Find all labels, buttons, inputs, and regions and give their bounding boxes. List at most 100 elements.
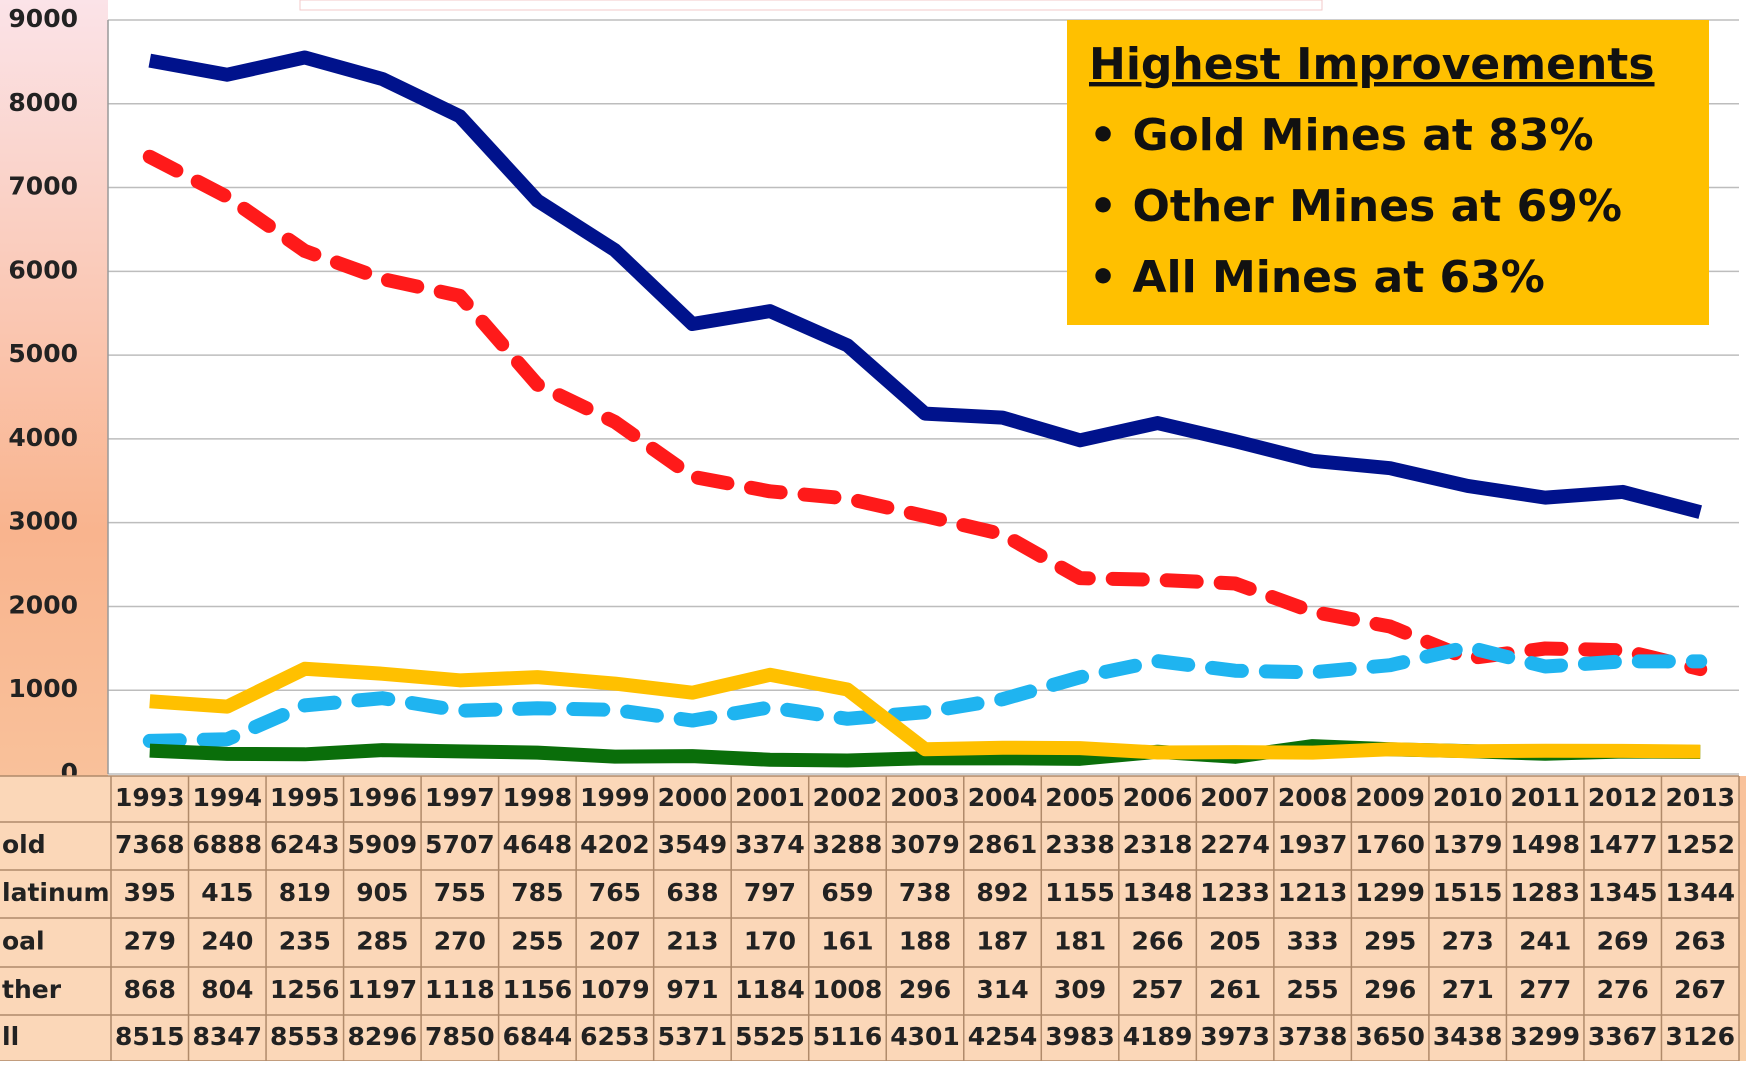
x-tick-label: 2003: [890, 783, 960, 812]
x-tick-label: 2010: [1433, 783, 1503, 812]
legend-label: ll: [2, 1022, 19, 1051]
x-tick-label: 2007: [1200, 783, 1270, 812]
table-cell: 8347: [192, 1022, 262, 1051]
table-cell: 181: [1054, 927, 1106, 956]
table-cell: 3288: [813, 830, 883, 859]
table-cell: 296: [1364, 975, 1416, 1004]
table-cell: 1299: [1355, 878, 1425, 907]
x-tick-label: 2009: [1355, 783, 1425, 812]
table-cell: 6243: [270, 830, 340, 859]
table-cell: 267: [1674, 975, 1726, 1004]
table-cell: 271: [1442, 975, 1494, 1004]
table-cell: 170: [744, 927, 796, 956]
x-tick-label: 1997: [425, 783, 495, 812]
table-cell: 263: [1674, 927, 1726, 956]
annotation-line: • Gold Mines at 83%: [1089, 110, 1594, 161]
legend-label: oal: [2, 927, 45, 956]
table-cell: 3299: [1510, 1022, 1580, 1051]
table-cell: 261: [1209, 975, 1261, 1004]
table-cell: 1156: [503, 975, 573, 1004]
x-tick-label: 2008: [1278, 783, 1348, 812]
table-cell: 8296: [348, 1022, 418, 1051]
table-cell: 3126: [1665, 1022, 1735, 1051]
table-cell: 1344: [1665, 878, 1735, 907]
table-cell: 868: [124, 975, 176, 1004]
x-tick-label: 2006: [1123, 783, 1193, 812]
title-box: [299, 0, 1323, 11]
y-tick-label: 5000: [8, 339, 78, 368]
y-tick-label: 3000: [8, 507, 78, 536]
table-cell: 755: [434, 878, 486, 907]
table-cell: 6888: [192, 830, 262, 859]
x-tick-label: 2013: [1665, 783, 1735, 812]
annotation-line: • All Mines at 63%: [1089, 252, 1545, 303]
table-cell: 3549: [658, 830, 728, 859]
table-cell: 6253: [580, 1022, 650, 1051]
table-cell: 333: [1287, 927, 1339, 956]
table-cell: 3367: [1588, 1022, 1658, 1051]
table-cell: 3079: [890, 830, 960, 859]
table-cell: 3973: [1200, 1022, 1270, 1051]
annotation-box: [1067, 20, 1709, 325]
table-cell: 2861: [968, 830, 1038, 859]
y-tick-label: 6000: [8, 255, 78, 284]
table-cell: 241: [1519, 927, 1571, 956]
table-cell: 4202: [580, 830, 650, 859]
table-cell: 819: [279, 878, 331, 907]
table-cell: 4301: [890, 1022, 960, 1051]
table-cell: 415: [201, 878, 253, 907]
table-cell: 276: [1597, 975, 1649, 1004]
table-cell: 1213: [1278, 878, 1348, 907]
table-cell: 1498: [1510, 830, 1580, 859]
table-cell: 187: [976, 927, 1028, 956]
table-cell: 296: [899, 975, 951, 1004]
table-cell: 1008: [813, 975, 883, 1004]
table-cell: 1348: [1123, 878, 1193, 907]
table-cell: 738: [899, 878, 951, 907]
table-cell: 765: [589, 878, 641, 907]
table-cell: 7368: [115, 830, 185, 859]
y-tick-label: 7000: [8, 172, 78, 201]
y-tick-label: 1000: [8, 674, 78, 703]
table-cell: 285: [356, 927, 408, 956]
y-tick-label: 8000: [8, 88, 78, 117]
table-cell: 804: [201, 975, 253, 1004]
x-tick-label: 1995: [270, 783, 340, 812]
table-cell: 1118: [425, 975, 495, 1004]
table-cell: 1379: [1433, 830, 1503, 859]
legend-label: ther: [2, 975, 62, 1004]
table-cell: 6844: [503, 1022, 573, 1051]
table-cell: 1252: [1665, 830, 1735, 859]
table-cell: 1233: [1200, 878, 1270, 907]
table-cell: 3650: [1355, 1022, 1425, 1051]
x-tick-label: 1996: [348, 783, 418, 812]
table-cell: 3374: [735, 830, 805, 859]
table-cell: 235: [279, 927, 331, 956]
x-tick-label: 1999: [580, 783, 650, 812]
annotation-line: • Other Mines at 69%: [1089, 181, 1622, 232]
table-cell: 2274: [1200, 830, 1270, 859]
table-cell: 1515: [1433, 878, 1503, 907]
table-cell: 269: [1597, 927, 1649, 956]
table-cell: 255: [511, 927, 563, 956]
table-cell: 3438: [1433, 1022, 1503, 1051]
table-cell: 279: [124, 927, 176, 956]
table-cell: 240: [201, 927, 253, 956]
x-tick-label: 1998: [503, 783, 573, 812]
table-cell: 1283: [1510, 878, 1580, 907]
series-line: [148, 50, 1703, 519]
legend-label: old: [2, 830, 46, 859]
table-cell: 188: [899, 927, 951, 956]
y-tick-label: 2000: [8, 590, 78, 619]
table-cell: 1197: [348, 975, 418, 1004]
table-cell: 314: [976, 975, 1028, 1004]
table-cell: 1184: [735, 975, 805, 1004]
table-cell: 7850: [425, 1022, 495, 1051]
table-cell: 1256: [270, 975, 340, 1004]
x-tick-label: 2011: [1510, 783, 1580, 812]
table-cell: 1155: [1045, 878, 1115, 907]
table-cell: 8515: [115, 1022, 185, 1051]
table-cell: 257: [1131, 975, 1183, 1004]
table-cell: 395: [124, 878, 176, 907]
table-cell: 638: [666, 878, 718, 907]
